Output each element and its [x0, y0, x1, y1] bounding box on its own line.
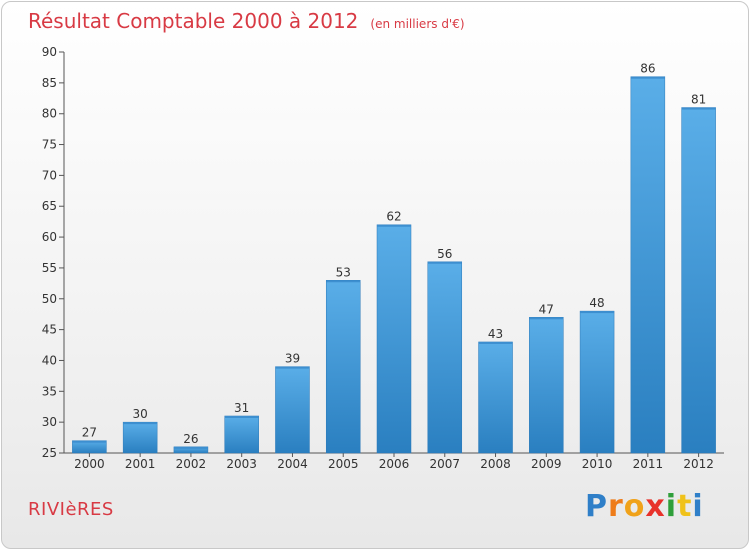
- x-tick-label: 2007: [429, 457, 460, 471]
- x-tick-label: 2005: [328, 457, 359, 471]
- y-tick-label: 40: [42, 353, 57, 367]
- bar-top-edge: [72, 440, 107, 443]
- bar-value-label: 26: [183, 432, 198, 446]
- x-tick-label: 2010: [582, 457, 613, 471]
- bar-value-label: 62: [386, 210, 401, 224]
- bar-top-edge: [377, 224, 411, 227]
- bar-value-label: 39: [285, 352, 300, 366]
- y-tick-label: 70: [42, 168, 57, 182]
- x-tick-label: 2009: [531, 457, 562, 471]
- logo-letter: x: [645, 489, 666, 524]
- logo-letter: r: [608, 489, 624, 524]
- bar-top-edge: [173, 446, 208, 449]
- y-tick-label: 55: [42, 261, 57, 275]
- bar-value-label: 47: [539, 302, 554, 316]
- bar: [579, 310, 615, 454]
- bar-value-label: 31: [234, 401, 249, 415]
- y-tick-label: 25: [42, 446, 57, 460]
- y-tick-label: 90: [42, 45, 57, 59]
- bar: [529, 317, 564, 454]
- bar: [630, 76, 666, 454]
- y-tick-label: 30: [42, 415, 57, 429]
- bar-top-edge: [478, 341, 513, 344]
- bar-value-label: 56: [437, 247, 452, 261]
- bar-top-edge: [224, 415, 259, 418]
- bar-value-label: 81: [691, 93, 706, 107]
- x-tick-label: 2001: [125, 457, 156, 471]
- x-tick-label: 2004: [277, 457, 308, 471]
- bar-top-edge: [681, 107, 716, 110]
- logo-letter: t: [677, 489, 693, 524]
- bar: [122, 421, 158, 454]
- y-tick-label: 35: [42, 384, 57, 398]
- bar: [478, 341, 513, 454]
- commune-name: RIVIèRES: [28, 499, 114, 520]
- x-tick-label: 2006: [379, 457, 410, 471]
- bar: [681, 107, 716, 454]
- logo-letter: o: [623, 489, 646, 524]
- proxiti-logo: Proxiti: [585, 489, 704, 524]
- bar-value-label: 86: [640, 62, 655, 76]
- bar-top-edge: [630, 76, 665, 79]
- logo-letter: i: [692, 489, 704, 524]
- bar: [376, 224, 412, 454]
- bar-top-edge: [275, 366, 310, 369]
- y-tick-label: 75: [42, 138, 57, 152]
- bar-value-label: 43: [488, 327, 503, 341]
- bar-value-label: 27: [82, 426, 97, 440]
- axes: 25 30 35 40 45 50 55 60 65 70 75 80 85 90 2000 2001 2002…: [42, 45, 724, 471]
- y-tick-label: 85: [42, 76, 57, 90]
- bar-top-edge: [529, 317, 564, 320]
- bar-value-label: 53: [336, 265, 351, 279]
- value-labels: 27 30 26 31 39 53 62 56 43 47 48 86 81: [82, 62, 707, 446]
- x-tick-label: 2012: [683, 457, 714, 471]
- y-tick-label: 50: [42, 292, 57, 306]
- x-tick-label: 2002: [176, 457, 207, 471]
- y-tick-label: 45: [42, 323, 57, 337]
- logo-letter: P: [585, 489, 608, 524]
- bar: [427, 261, 463, 454]
- y-tick-label: 80: [42, 107, 57, 121]
- bar: [325, 280, 361, 454]
- y-tick-label: 60: [42, 230, 57, 244]
- x-tick-label: 2003: [226, 457, 257, 471]
- bar: [224, 415, 259, 454]
- bar-top-edge: [123, 422, 158, 425]
- x-tick-label: 2000: [74, 457, 105, 471]
- bars: [72, 76, 716, 454]
- y-tick-label: 65: [42, 199, 57, 213]
- bar: [275, 366, 310, 454]
- logo-letter: i: [665, 489, 678, 524]
- bar-value-label: 30: [133, 407, 148, 421]
- bar-top-edge: [326, 280, 361, 283]
- chart-subtitle: (en milliers d'€): [370, 17, 465, 31]
- chart-title-text: Résultat Comptable 2000 à 2012: [28, 9, 359, 33]
- x-tick-label: 2008: [480, 457, 511, 471]
- bar-value-label: 48: [589, 296, 604, 310]
- x-tick-label: 2011: [633, 457, 664, 471]
- chart-title: Résultat Comptable 2000 à 2012 (en millie…: [28, 9, 465, 33]
- bar-top-edge: [427, 261, 462, 264]
- bar-top-edge: [580, 311, 615, 314]
